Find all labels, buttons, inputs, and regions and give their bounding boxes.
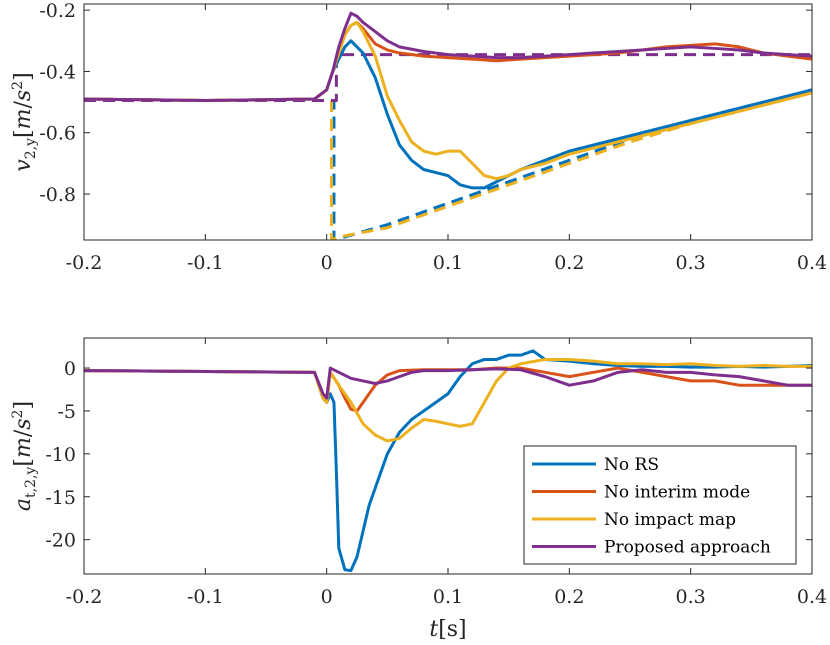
x-tick-label: 0.4 (797, 252, 827, 274)
legend-label-no-impact-map: No impact map (604, 510, 736, 530)
acceleration-y-axis-label: at,2,y[m/s2] (10, 401, 39, 511)
legend-label-no-interim-mode: No interim mode (604, 483, 750, 503)
series-line-no-rs-acceleration (84, 349, 812, 573)
y-tick-label: 0 (64, 358, 76, 380)
x-tick-label: -0.2 (66, 586, 103, 608)
x-tick-label: 0.2 (554, 586, 584, 608)
series-line-proposed-approach-velocity (84, 11, 812, 103)
y-tick-label: -20 (45, 530, 76, 552)
y-tick-label: -0.4 (39, 61, 76, 83)
x-tick-label: 0.1 (433, 252, 463, 274)
legend-label-no-rs: No RS (604, 455, 659, 475)
acceleration-series-group (84, 349, 812, 573)
x-tick-label: -0.1 (187, 586, 224, 608)
velocity-panel: -0.2 -0.1 0 0.1 0.2 0.3 0.4 -0.8 -0.6 -0.4 -0.2 v2… (10, 0, 827, 274)
series-line-no-impact-map-velocity (84, 20, 812, 181)
y-tick-label: -15 (45, 487, 76, 509)
y-tick-label: -0.2 (39, 0, 76, 22)
velocity-y-axis-label: v2,y[m/s2] (10, 72, 39, 171)
x-tick-label: 0 (321, 586, 333, 608)
velocity-series-group (84, 11, 812, 240)
time-x-axis-label: t[s] (429, 617, 466, 642)
x-tick-label: 0.1 (433, 586, 463, 608)
y-tick-label: -0.6 (39, 123, 76, 145)
x-tick-label: 0 (321, 252, 333, 274)
y-tick-label: -10 (45, 444, 76, 466)
velocity-ticks-group: -0.2 -0.1 0 0.1 0.2 0.3 0.4 -0.8 -0.6 -0.4 -0.2 (39, 0, 827, 274)
x-tick-label: 0.4 (797, 586, 827, 608)
legend-box (523, 445, 797, 565)
series-line-no-rs-velocity (84, 39, 812, 190)
x-tick-label: 0.2 (554, 252, 584, 274)
legend-label-proposed-approach: Proposed approach (604, 538, 771, 558)
x-tick-label: 0.3 (676, 252, 706, 274)
acceleration-panel: -0.2 -0.1 0 0.1 0.2 0.3 0.4 -20 -15 -10 -5 0 at,2,y… (10, 337, 827, 642)
series-line-proposed-approach-acceleration (84, 366, 812, 400)
y-tick-label: -5 (57, 401, 76, 423)
x-tick-label: -0.2 (66, 252, 103, 274)
x-tick-label: 0.3 (676, 586, 706, 608)
acceleration-ticks-group: -0.2 -0.1 0 0.1 0.2 0.3 0.4 -20 -15 -10 -5 0 (45, 338, 827, 608)
y-tick-label: -0.8 (39, 184, 76, 206)
legend: No RS No interim mode No impact map Propose… (523, 445, 797, 565)
x-tick-label: -0.1 (187, 252, 224, 274)
series-line-no-impact-map-acceleration (84, 357, 812, 443)
